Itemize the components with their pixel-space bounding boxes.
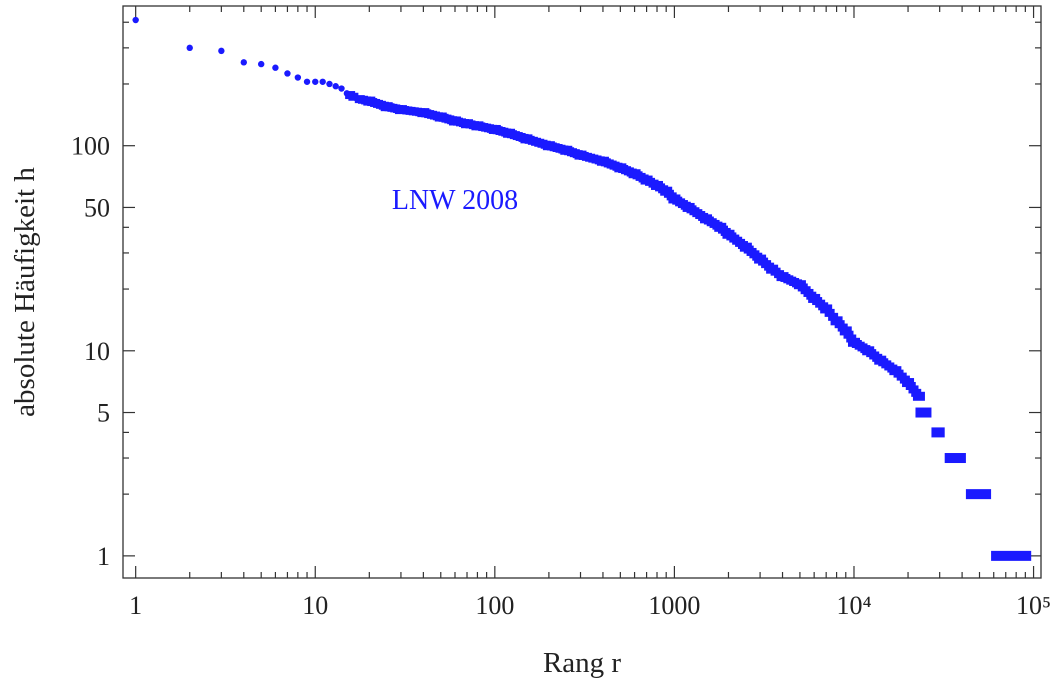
data-point xyxy=(303,78,311,85)
data-point xyxy=(712,221,723,230)
data-point xyxy=(468,121,479,130)
data-point xyxy=(658,185,669,194)
data-point xyxy=(648,179,659,188)
frequency-plateau xyxy=(944,453,966,464)
data-point xyxy=(666,192,677,201)
x-tick-label: 1 xyxy=(129,591,142,620)
data-point xyxy=(415,108,426,117)
y-tick-label: 1 xyxy=(97,542,110,571)
x-tick-label: 10 xyxy=(302,591,328,620)
data-point xyxy=(257,60,265,68)
y-tick-label: 5 xyxy=(97,399,110,428)
data-point xyxy=(680,201,691,210)
data-point xyxy=(240,59,247,66)
data-point xyxy=(284,70,291,77)
frequency-plateau xyxy=(915,407,932,418)
data-point xyxy=(594,156,605,165)
data-point xyxy=(486,124,497,133)
data-point xyxy=(186,44,193,52)
data-point xyxy=(378,101,389,110)
data-point xyxy=(860,345,871,354)
data-point xyxy=(272,64,279,71)
data-point xyxy=(911,388,922,397)
axis-tick-labels: 1 10 100 1000 10⁴ 10⁵ 1 5 10 50 100 xyxy=(71,132,1051,620)
data-point xyxy=(348,92,359,101)
data-point xyxy=(626,168,637,177)
data-point xyxy=(218,47,225,55)
y-tick-label: 100 xyxy=(71,132,110,161)
data-point xyxy=(312,78,319,85)
data-point xyxy=(432,112,443,121)
data-point xyxy=(720,227,731,236)
y-tick-label: 50 xyxy=(84,193,110,222)
annotation-label: LNW 2008 xyxy=(392,185,518,216)
data-point xyxy=(332,83,339,90)
data-point xyxy=(764,262,775,271)
data-point xyxy=(338,85,345,92)
data-point xyxy=(319,78,326,85)
frequency-plateau xyxy=(931,427,945,438)
data-point xyxy=(806,291,817,300)
axis-ticks xyxy=(123,6,1041,578)
data-point xyxy=(837,323,848,332)
data-point xyxy=(737,241,748,250)
data-point xyxy=(294,74,302,81)
data-point xyxy=(393,105,404,114)
data-point xyxy=(518,133,529,142)
data-point xyxy=(361,96,372,105)
data-point xyxy=(818,302,829,311)
frequency-plateau xyxy=(965,489,992,500)
data-point xyxy=(612,162,623,171)
data-point xyxy=(792,279,803,288)
data-point xyxy=(447,116,458,125)
data-point xyxy=(752,252,763,261)
data-point xyxy=(572,150,583,159)
data-point xyxy=(558,145,569,154)
data-point xyxy=(501,128,512,137)
data-point xyxy=(872,353,883,362)
data-point xyxy=(698,212,709,221)
data-point xyxy=(132,16,139,24)
data-point xyxy=(887,364,898,373)
x-tick-label: 10⁵ xyxy=(1016,591,1051,620)
y-axis-label: absolute Häufigkeit h xyxy=(9,167,41,417)
data-point xyxy=(540,140,551,149)
x-axis-label: Rang r xyxy=(543,647,621,679)
plot-frame xyxy=(122,5,1042,579)
data-point xyxy=(326,80,333,88)
y-tick-label: 10 xyxy=(84,337,110,366)
data-point xyxy=(846,334,857,343)
frequency-plateau xyxy=(991,550,1032,561)
data-point xyxy=(828,312,839,321)
data-point xyxy=(899,375,910,384)
data-point xyxy=(638,174,649,183)
x-tick-label: 1000 xyxy=(648,591,700,620)
data-points xyxy=(132,16,1032,561)
data-point xyxy=(459,119,470,128)
x-tick-label: 10⁴ xyxy=(836,591,871,620)
x-tick-label: 100 xyxy=(475,591,514,620)
data-point xyxy=(774,270,785,279)
